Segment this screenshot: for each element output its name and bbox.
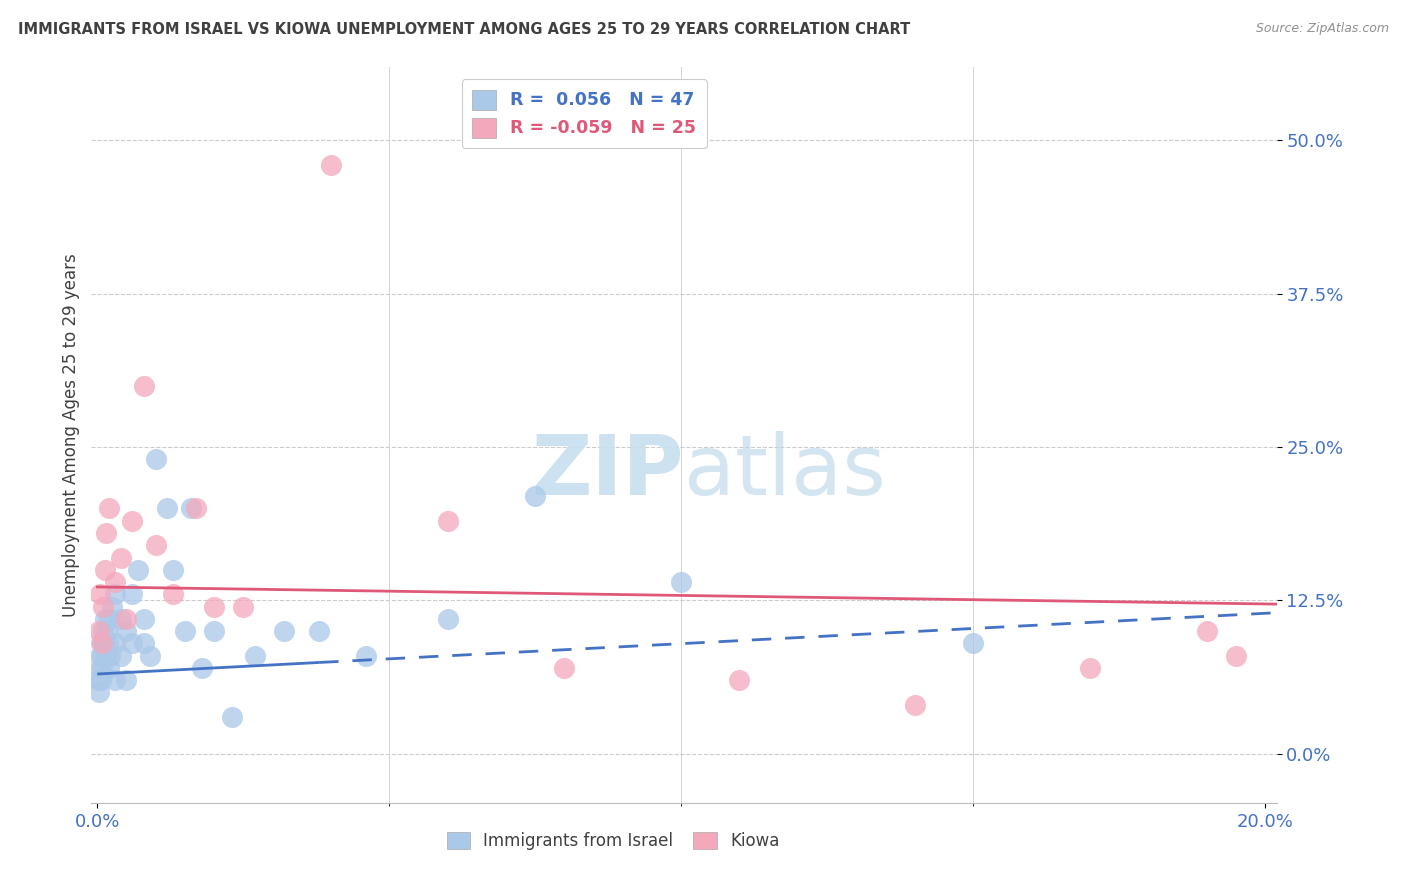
Text: ZIP: ZIP [531, 431, 683, 512]
Point [669, 574, 692, 589]
Point [87, 624, 110, 639]
Point [162, 563, 184, 577]
Point [115, 624, 138, 639]
Point [173, 624, 195, 639]
Point [127, 563, 149, 577]
Point [87, 685, 110, 699]
Point [121, 587, 143, 601]
Point [121, 514, 143, 528]
Point [97, 612, 120, 626]
Point [1225, 648, 1247, 663]
Point [94, 526, 117, 541]
Point [202, 624, 225, 639]
Point [115, 612, 138, 626]
Point [728, 673, 751, 687]
Point [93, 636, 115, 650]
Point [524, 489, 547, 503]
Point [202, 599, 225, 614]
Point [90, 636, 112, 650]
Point [191, 661, 214, 675]
Point [110, 612, 132, 626]
Point [243, 648, 266, 663]
Point [139, 648, 162, 663]
Point [89, 587, 111, 601]
Point [97, 661, 120, 675]
Point [89, 661, 111, 675]
Text: IMMIGRANTS FROM ISRAEL VS KIOWA UNEMPLOYMENT AMONG AGES 25 TO 29 YEARS CORRELATI: IMMIGRANTS FROM ISRAEL VS KIOWA UNEMPLOY… [18, 22, 911, 37]
Point [145, 452, 167, 467]
Point [96, 624, 118, 639]
Point [436, 612, 458, 626]
Legend: Immigrants from Israel, Kiowa: Immigrants from Israel, Kiowa [440, 825, 786, 857]
Point [97, 501, 120, 516]
Point [145, 538, 167, 552]
Point [94, 648, 117, 663]
Point [553, 661, 575, 675]
Point [186, 501, 208, 516]
Point [110, 550, 132, 565]
Text: atlas: atlas [683, 431, 886, 512]
Point [104, 574, 127, 589]
Point [104, 673, 127, 687]
Point [97, 636, 120, 650]
Point [273, 624, 295, 639]
Text: Source: ZipAtlas.com: Source: ZipAtlas.com [1256, 22, 1389, 36]
Point [232, 599, 254, 614]
Point [180, 501, 202, 516]
Point [90, 636, 112, 650]
Y-axis label: Unemployment Among Ages 25 to 29 years: Unemployment Among Ages 25 to 29 years [62, 253, 80, 616]
Point [94, 612, 117, 626]
Point [104, 636, 127, 650]
Point [156, 501, 179, 516]
Point [115, 673, 138, 687]
Point [91, 648, 114, 663]
Point [90, 673, 112, 687]
Point [90, 661, 112, 675]
Point [132, 612, 155, 626]
Point [101, 599, 124, 614]
Point [110, 648, 132, 663]
Point [308, 624, 330, 639]
Point [98, 648, 121, 663]
Point [319, 158, 342, 172]
Point [1195, 624, 1218, 639]
Point [354, 648, 377, 663]
Point [436, 514, 458, 528]
Point [94, 563, 117, 577]
Point [1078, 661, 1101, 675]
Point [132, 636, 155, 650]
Point [91, 624, 114, 639]
Point [121, 636, 143, 650]
Point [162, 587, 184, 601]
Point [87, 673, 110, 687]
Point [104, 587, 127, 601]
Point [91, 599, 114, 614]
Point [132, 378, 155, 392]
Point [904, 698, 927, 712]
Point [221, 710, 243, 724]
Point [962, 636, 984, 650]
Point [89, 648, 111, 663]
